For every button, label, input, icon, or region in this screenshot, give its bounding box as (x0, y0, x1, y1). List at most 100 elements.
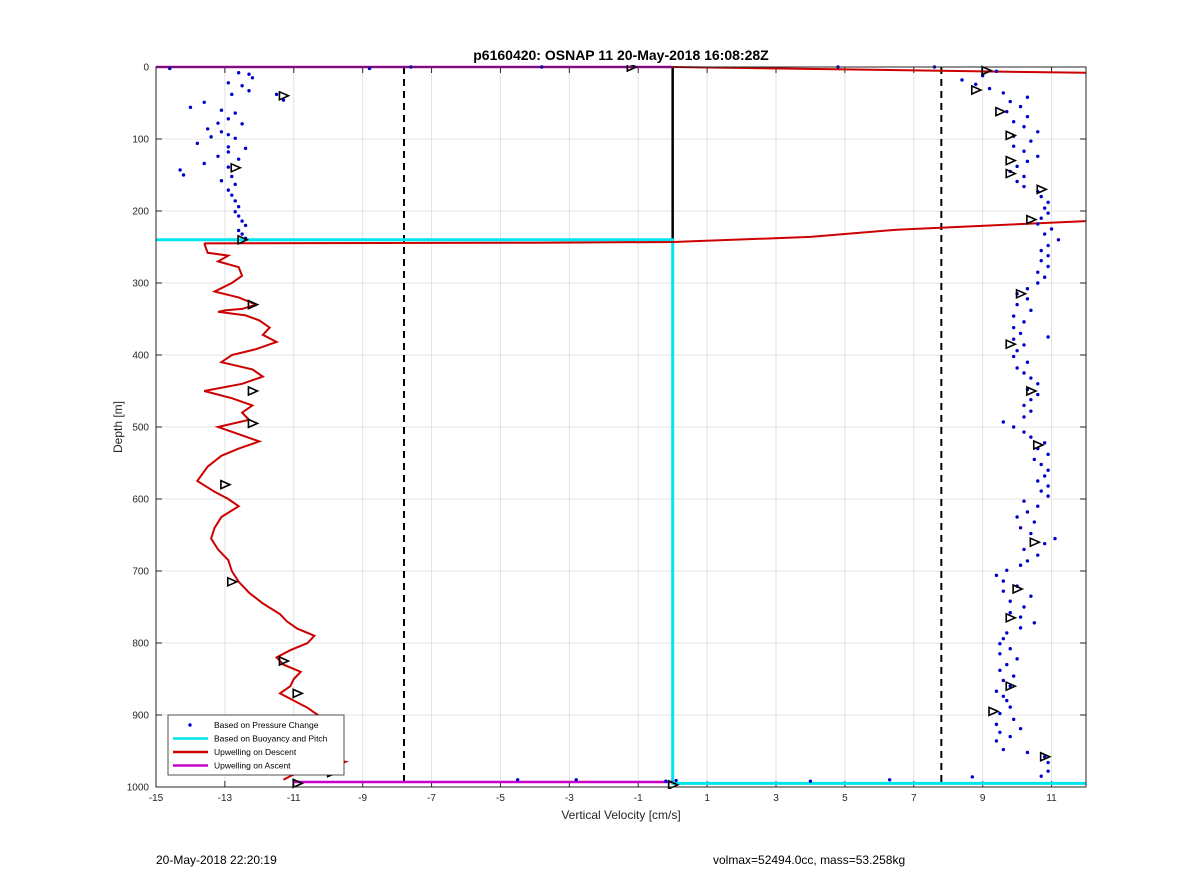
triangle-marker (1005, 130, 1018, 141)
pressure-point (1046, 200, 1050, 205)
pressure-point (202, 161, 206, 166)
triangle-marker (988, 706, 1000, 717)
pressure-point (674, 778, 678, 783)
x-tick-label: -7 (427, 793, 436, 804)
pressure-point (1005, 568, 1009, 572)
chart-title: p6160420: OSNAP 11 20-May-2018 16:08:28Z (473, 47, 769, 63)
pressure-point (1022, 371, 1026, 375)
triangle-marker (1005, 680, 1018, 692)
pressure-point (226, 165, 231, 169)
pressure-point (226, 145, 231, 149)
pressure-point (1056, 238, 1061, 242)
pressure-point (1039, 774, 1043, 778)
pressure-point (1018, 104, 1023, 109)
pressure-point (998, 730, 1002, 734)
triangle-marker (1005, 612, 1018, 624)
triangle-marker (995, 106, 1007, 117)
triangle-marker (1032, 439, 1045, 451)
pressure-point (1039, 194, 1043, 199)
pressure-point (216, 154, 220, 158)
pressure-point (367, 66, 372, 71)
pressure-point (1018, 331, 1023, 336)
pressure-point (240, 219, 244, 223)
pressure-point (1011, 314, 1016, 318)
pressure-point (226, 150, 231, 154)
pressure-point (1022, 403, 1026, 408)
pressure-point (1025, 510, 1030, 514)
legend-dot-swatch (188, 723, 192, 727)
pressure-point (1011, 144, 1016, 148)
pressure-point (1008, 647, 1012, 651)
triangle-marker (1005, 155, 1018, 166)
triangle-marker (292, 688, 305, 699)
triangle-marker (237, 234, 250, 246)
y-tick-label: 600 (132, 495, 149, 506)
pressure-point (1042, 755, 1047, 759)
pressure-point (1005, 662, 1009, 667)
pressure-point (998, 711, 1002, 716)
pressure-point (181, 173, 186, 177)
legend: Based on Pressure Change Based on Buoyanc… (167, 714, 345, 776)
pressure-point (960, 78, 964, 82)
pressure-point (1036, 281, 1040, 285)
pressure-point (1042, 474, 1047, 478)
pressure-point (236, 157, 241, 161)
pressure-point (1025, 750, 1030, 755)
pressure-point (998, 652, 1002, 656)
pressure-point (236, 214, 241, 218)
pressure-point (1001, 420, 1006, 424)
pressure-point (1025, 360, 1030, 364)
y-tick-label: 900 (132, 711, 149, 722)
y-tick-label: 700 (132, 567, 149, 578)
y-tick-label: 800 (132, 639, 149, 650)
pressure-point (1011, 717, 1016, 722)
pressure-point (1015, 366, 1019, 370)
pressure-point (515, 778, 520, 782)
y-tick-label: 500 (132, 423, 149, 434)
pressure-point (178, 168, 182, 172)
pressure-point (1039, 216, 1043, 220)
pressure-point (1015, 515, 1019, 519)
pressure-point (994, 722, 999, 727)
pressure-point (233, 210, 237, 214)
pressure-point (1036, 479, 1040, 483)
pressure-point (1011, 425, 1016, 429)
pressure-point (219, 130, 224, 134)
pressure-point (1011, 354, 1016, 359)
pressure-point (1001, 678, 1006, 683)
pressure-point (243, 223, 248, 228)
pressure-point (1018, 615, 1023, 619)
triangle-marker (247, 418, 260, 429)
pressure-point (1036, 392, 1040, 397)
pressure-point (1046, 494, 1050, 498)
series-descent-line (195, 243, 350, 781)
pressure-point (1005, 698, 1009, 703)
pressure-point (1039, 489, 1043, 493)
pressure-point (1029, 308, 1033, 313)
triangle-marker (226, 576, 239, 588)
pressure-point (1029, 531, 1033, 536)
pressure-point (1018, 526, 1023, 530)
legend-label: Based on Buoyancy and Pitch (214, 734, 328, 744)
pressure-point (1046, 335, 1050, 339)
pressure-point (1032, 621, 1037, 625)
y-tick-label: 400 (132, 351, 149, 362)
legend-label: Based on Pressure Change (214, 720, 319, 730)
pressure-point (233, 182, 237, 187)
pressure-point (1036, 222, 1040, 226)
triangle-marker (278, 655, 291, 667)
pressure-point (240, 84, 244, 88)
pressure-point (987, 86, 992, 91)
pressure-point (1046, 468, 1050, 472)
pressure-point (219, 179, 224, 183)
triangle-marker (981, 65, 994, 76)
pressure-point (1001, 91, 1006, 95)
pressure-point (1049, 227, 1054, 231)
pressure-point (250, 76, 255, 80)
pressure-point (1029, 409, 1033, 413)
triangle-marker (1005, 338, 1018, 350)
pressure-point (1018, 626, 1023, 630)
triangle-marker (1026, 214, 1038, 225)
pressure-point (1025, 95, 1030, 99)
pressure-point (1008, 99, 1012, 104)
